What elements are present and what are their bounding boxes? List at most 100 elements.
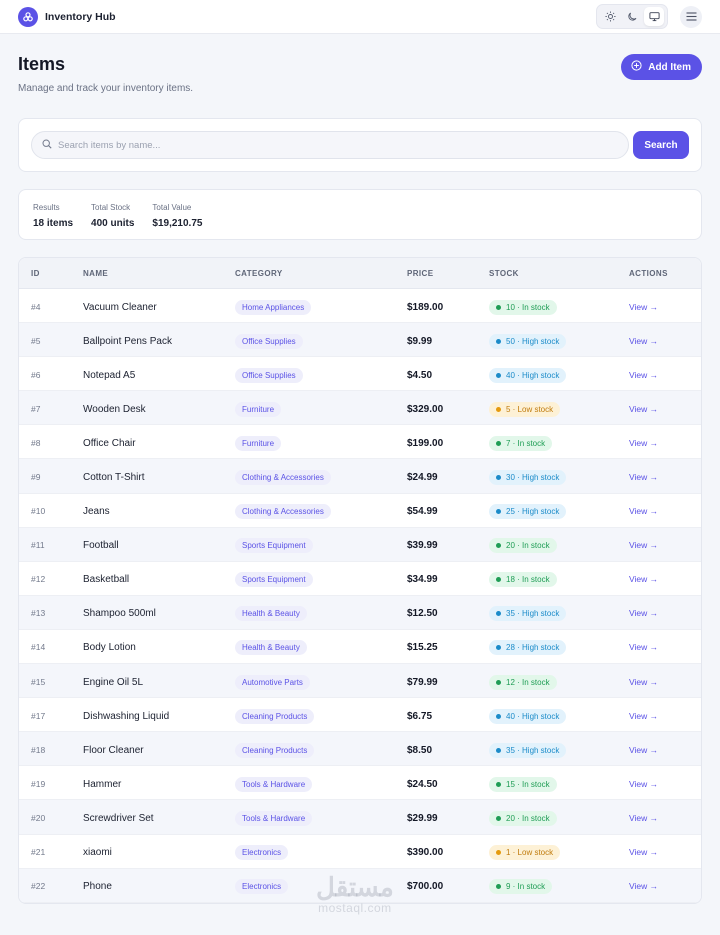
item-price: $24.99 [407,472,438,484]
status-dot-icon [496,679,501,685]
stock-label: 12 · In stock [506,677,550,687]
monitor-icon[interactable] [644,7,664,26]
add-item-button[interactable]: Add Item [621,54,702,80]
view-item-link[interactable]: View → [629,676,659,687]
table-row[interactable]: #13 Shampoo 500ml Health & Beauty $12.50 35 … [19,595,701,630]
view-item-link[interactable]: View → [629,472,659,483]
item-id: #22 [31,881,46,892]
table-row[interactable]: #18 Floor Cleaner Cleaning Products $8.50 35… [19,732,701,767]
table-row[interactable]: #6 Notepad A5 Office Supplies $4.50 40 · Hig… [19,357,701,392]
category-badge: Home Appliances [235,299,312,315]
item-name: Notepad A5 [83,369,136,381]
view-item-link[interactable]: View → [629,812,659,823]
item-id: #13 [31,608,46,619]
watermark-url: mostaql.com [318,901,392,915]
view-item-link[interactable]: View → [629,847,659,858]
menu-icon[interactable] [680,5,702,28]
item-name: Ballpoint Pens Pack [83,335,172,347]
search-button[interactable]: Search [633,131,689,159]
item-price: $700.00 [407,881,444,893]
table-row[interactable]: #10 Jeans Clothing & Accessories $54.99 25 ·… [19,494,701,528]
view-item-link[interactable]: View → [629,301,659,312]
page-header: Items Manage and track your inventory it… [18,54,702,94]
table-row[interactable]: #11 Football Sports Equipment $39.99 20 · In… [19,527,701,562]
col-header-stock: STOCK [489,268,519,278]
view-item-link[interactable]: View → [629,437,659,448]
category-badge: Health & Beauty [235,606,307,622]
moon-icon[interactable] [622,7,642,26]
stock-label: 18 · In stock [506,575,550,585]
view-item-link[interactable]: View → [629,710,659,721]
status-dot-icon [496,611,501,617]
status-dot-icon [496,509,501,515]
status-dot-icon [496,440,501,446]
view-item-link[interactable]: View → [629,506,659,517]
view-item-link[interactable]: View → [629,574,659,585]
stock-badge: 40 · High stock [489,367,567,383]
item-price: $199.00 [407,437,444,449]
category-badge: Clothing & Accessories [235,504,331,520]
stock-label: 15 · In stock [506,779,550,789]
view-item-link[interactable]: View → [629,335,659,346]
view-item-link[interactable]: View → [629,642,659,653]
stock-badge: 28 · High stock [489,640,567,656]
item-price: $34.99 [407,574,438,586]
item-id: #19 [31,778,46,789]
stat-total-value-label: Total Value [152,203,192,212]
table-row[interactable]: #14 Body Lotion Health & Beauty $15.25 28 · … [19,630,701,665]
view-item-link[interactable]: View → [629,608,659,619]
table-row[interactable]: #9 Cotton T-Shirt Clothing & Accessories $2… [19,459,701,494]
view-item-link[interactable]: View → [629,540,659,551]
stat-results-value: 18 items [33,218,74,229]
stock-label: 28 · High stock [506,643,560,653]
status-dot-icon [496,645,501,651]
stock-label: 7 · In stock [506,438,546,448]
stock-badge: 9 · In stock [489,879,553,895]
category-badge: Sports Equipment [235,538,313,554]
stock-label: 35 · High stock [506,745,560,755]
table-row[interactable]: #20 Screwdriver Set Tools & Hardware $29.99… [19,800,701,835]
table-row[interactable]: #19 Hammer Tools & Hardware $24.50 15 · In s… [19,766,701,801]
stock-label: 30 · High stock [506,473,560,483]
top-bar: Inventory Hub [0,0,720,34]
status-dot-icon [496,884,501,890]
table-row[interactable]: #22 Phone Electronics $700.00 9 · In stock Vi… [19,868,701,903]
col-header-actions: ACTIONS [629,268,668,278]
item-id: #9 [31,472,41,483]
search-input[interactable] [58,139,598,151]
status-dot-icon [496,338,501,344]
table-row[interactable]: #12 Basketball Sports Equipment $34.99 18 · … [19,562,701,596]
stock-badge: 35 · High stock [489,606,567,622]
view-item-link[interactable]: View → [629,881,659,892]
stock-badge: 5 · Low stock [489,401,561,417]
add-item-label: Add Item [648,61,691,73]
view-item-link[interactable]: View → [629,778,659,789]
stock-label: 10 · In stock [506,302,550,312]
table-row[interactable]: #17 Dishwashing Liquid Cleaning Products $6… [19,698,701,733]
table-row[interactable]: #21 xiaomi Electronics $390.00 1 · Low stock… [19,835,701,869]
stock-label: 20 · In stock [506,813,550,823]
table-row[interactable]: #4 Vacuum Cleaner Home Appliances $189.00 10… [19,289,701,324]
theme-switcher [596,4,668,29]
table-row[interactable]: #5 Ballpoint Pens Pack Office Supplies $9.9… [19,323,701,358]
view-item-link[interactable]: View → [629,403,659,414]
table-row[interactable]: #7 Wooden Desk Furniture $329.00 5 · Low sto… [19,391,701,426]
item-id: #4 [31,301,41,312]
view-item-link[interactable]: View → [629,369,659,380]
item-name: Engine Oil 5L [83,676,144,688]
plus-circle-icon [631,60,642,74]
stock-badge: 12 · In stock [489,674,557,690]
status-dot-icon [496,747,501,753]
item-price: $79.99 [407,676,438,688]
table-row[interactable]: #15 Engine Oil 5L Automotive Parts $79.99 12… [19,664,701,699]
view-item-link[interactable]: View → [629,744,659,755]
item-price: $12.50 [407,608,438,620]
stat-total-value-value: $19,210.75 [152,218,203,229]
sun-icon[interactable] [600,7,620,26]
item-name: Screwdriver Set [83,812,154,824]
table-row[interactable]: #8 Office Chair Furniture $199.00 7 · In sto… [19,425,701,460]
item-name: Football [83,540,119,552]
search-field[interactable] [31,131,629,159]
category-badge: Tools & Hardware [235,776,313,792]
item-price: $15.25 [407,642,438,654]
